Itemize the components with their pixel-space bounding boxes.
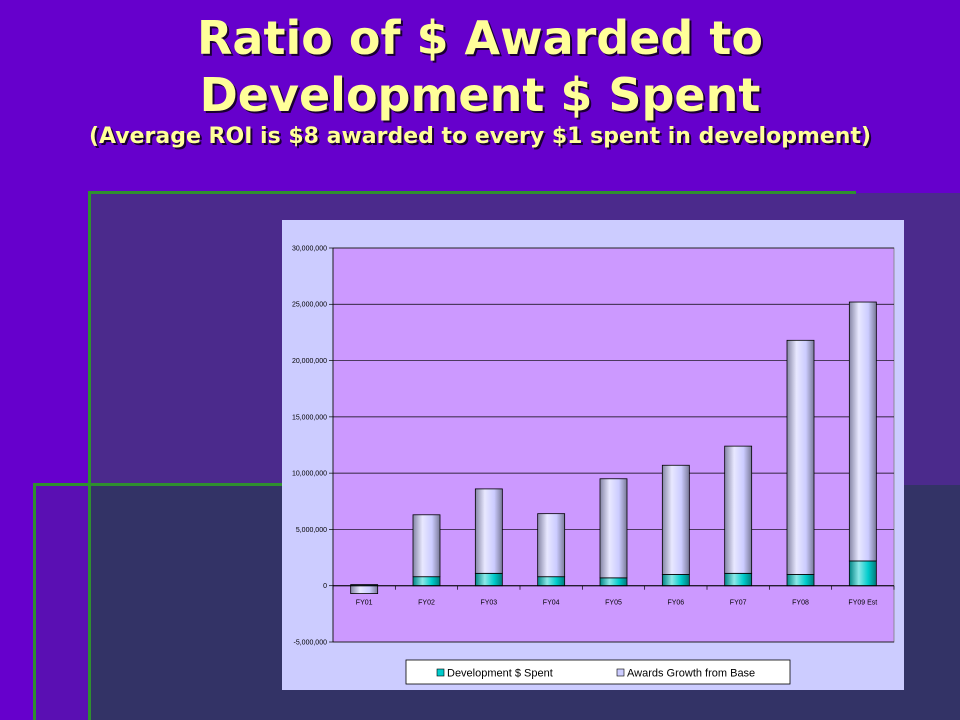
y-tick-label: -5,000,000 — [294, 639, 328, 646]
bars-group — [350, 301, 877, 594]
bar-development-spent-fy05 — [599, 577, 628, 587]
x-tick-label: FY08 — [792, 600, 809, 607]
slide-subtitle: (Average ROI is $8 awarded to every $1 s… — [88, 124, 872, 149]
bar-development-spent-fy03 — [474, 572, 503, 587]
y-tick-label: 10,000,000 — [292, 471, 327, 478]
legend-swatch-development — [436, 668, 445, 677]
legend-label-development: Development $ Spent — [447, 668, 553, 680]
legend-box — [405, 659, 791, 685]
bar-awards-growth-from-base-fy08 — [786, 339, 815, 575]
bar-awards-growth-from-base-fy01 — [350, 585, 379, 594]
accent-line-left — [88, 191, 91, 720]
bar-awards-growth-from-base-fy07 — [724, 445, 753, 574]
y-tick-label: 20,000,000 — [292, 358, 327, 365]
x-tick-label: FY02 — [418, 600, 435, 607]
stacked-bar-chart: 30,000,000 25,000,000 20,000,000 15,000,000… — [292, 245, 895, 685]
legend-label-awards: Awards Growth from Base — [627, 668, 755, 680]
x-tick-label: FY01 — [356, 600, 373, 607]
bar-development-spent-fy04 — [537, 576, 566, 587]
legend-swatch-awards — [616, 668, 625, 677]
accent-line-left-lower — [33, 483, 36, 720]
bar-awards-growth-from-base-fy03 — [474, 488, 503, 574]
x-tick-label: FY06 — [667, 600, 684, 607]
y-tick-label: 30,000,000 — [292, 245, 327, 252]
y-tick-label: 0 — [323, 583, 327, 590]
chart-frame: 30,000,000 25,000,000 20,000,000 15,000,000… — [282, 220, 904, 690]
y-tick-label: 5,000,000 — [296, 527, 327, 534]
bar-development-spent-fy09-est — [848, 560, 877, 587]
bar-awards-growth-from-base-fy09-est — [848, 301, 877, 562]
legend: Development $ Spent Awards Growth from B… — [405, 659, 791, 685]
x-tick-label: FY09 Est — [848, 600, 877, 607]
axes-group: 30,000,000 25,000,000 20,000,000 15,000,000… — [292, 245, 895, 646]
x-tick-label: FY07 — [730, 600, 747, 607]
x-tick-label: FY03 — [480, 600, 497, 607]
y-tick-label: 25,000,000 — [292, 302, 327, 309]
x-tick-label: FY04 — [543, 600, 560, 607]
bar-development-spent-fy08 — [786, 574, 815, 587]
bar-development-spent-fy06 — [661, 574, 690, 587]
slide-title-line-1: Ratio of $ Awarded to — [197, 11, 763, 65]
bar-awards-growth-from-base-fy06 — [661, 464, 690, 575]
accent-line-top — [88, 191, 856, 194]
bar-awards-growth-from-base-fy05 — [599, 478, 628, 579]
y-tick-label: 15,000,000 — [292, 414, 327, 421]
bar-awards-growth-from-base-fy04 — [537, 513, 566, 578]
bar-development-spent-fy07 — [724, 572, 753, 587]
slide-title-line-2: Development $ Spent — [199, 68, 761, 122]
background-panel-lower-strip — [35, 485, 90, 720]
x-tick-label: FY05 — [605, 600, 622, 607]
slide-title: Ratio of $ Awarded to Development $ Spen… — [0, 10, 960, 124]
accent-line-middle — [33, 483, 285, 486]
bar-awards-growth-from-base-fy02 — [412, 514, 441, 578]
bar-development-spent-fy02 — [412, 576, 441, 587]
